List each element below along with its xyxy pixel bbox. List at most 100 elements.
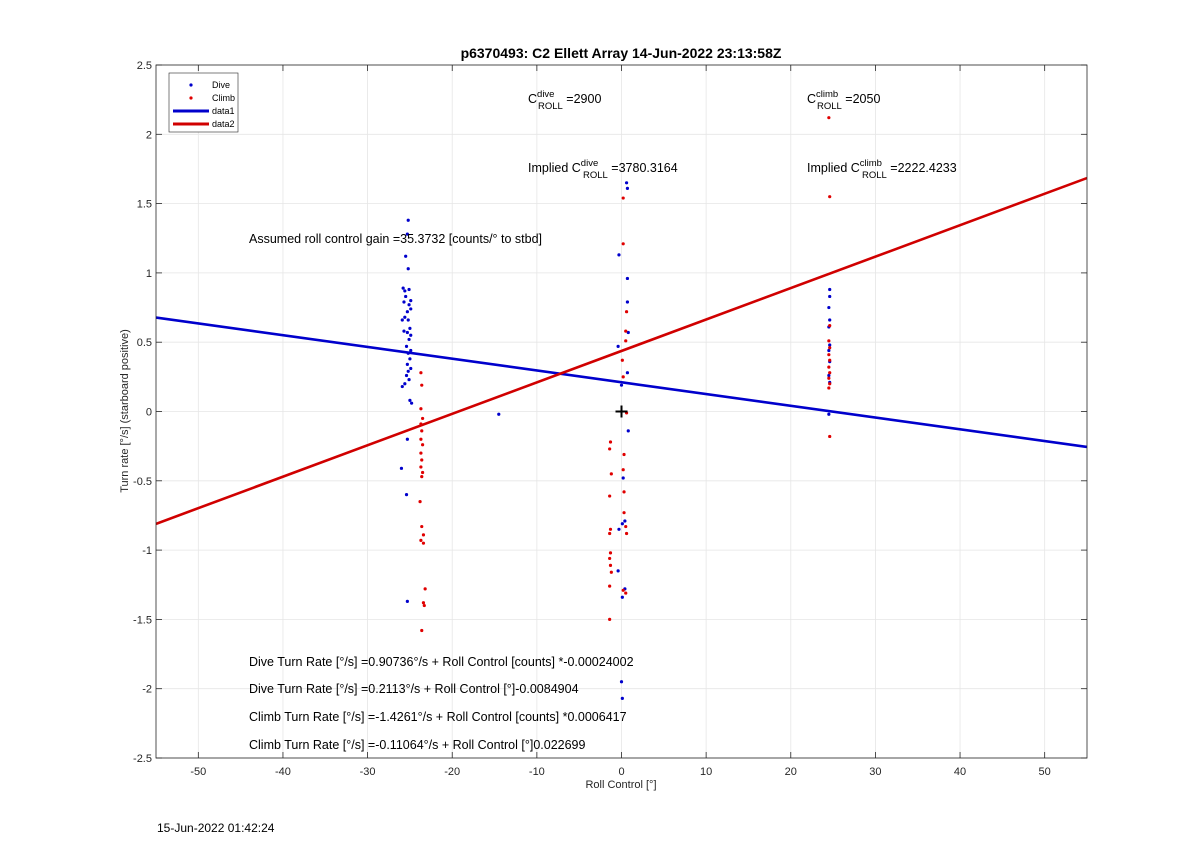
point-dive — [827, 373, 831, 378]
point-dive — [410, 401, 414, 405]
point-climb — [828, 346, 832, 350]
point-dive — [402, 329, 406, 333]
y-axis-label: Turn rate [°/s] (starboard positive) — [119, 329, 131, 493]
point-climb — [827, 365, 831, 369]
point-dive — [828, 318, 832, 322]
y-tick-label: 2 — [146, 129, 152, 141]
point-dive — [625, 371, 630, 375]
legend-data2-label: data2 — [212, 119, 235, 129]
point-dive — [406, 318, 410, 322]
fit-line-data2 — [156, 176, 1087, 526]
annotation-climb-eq-degrees: Climb Turn Rate [°/s] =-0.11064°/s + Rol… — [249, 738, 586, 752]
point-dive — [406, 351, 410, 355]
legend-dive-label: Dive — [212, 80, 230, 90]
point-dive — [624, 181, 629, 185]
point-dive — [616, 569, 620, 573]
point-climb — [419, 407, 423, 411]
point-climb — [624, 531, 629, 536]
point-climb — [421, 533, 426, 537]
y-tick-label: 0.5 — [137, 337, 152, 349]
point-climb — [419, 451, 423, 455]
point-climb — [828, 382, 832, 386]
point-dive — [827, 412, 831, 416]
point-climb — [622, 490, 626, 494]
point-climb — [421, 443, 425, 447]
point-climb — [827, 386, 831, 390]
x-tick-label: -20 — [444, 766, 460, 778]
point-climb — [621, 468, 625, 472]
point-climb — [420, 429, 424, 433]
point-dive — [403, 315, 407, 319]
point-dive — [404, 254, 408, 258]
point-dive — [400, 384, 404, 389]
point-climb — [828, 195, 832, 199]
point-climb — [620, 358, 624, 362]
point-dive — [404, 493, 409, 497]
fit-line-data1 — [156, 316, 1087, 449]
point-climb — [608, 563, 613, 567]
point-climb — [608, 617, 612, 622]
point-dive — [400, 318, 404, 322]
annotation-c-dive: Cdive ROLL =2900 — [528, 89, 601, 112]
point-climb — [608, 494, 612, 498]
point-dive — [828, 294, 832, 299]
point-climb — [420, 524, 424, 529]
data-layer — [156, 116, 1087, 701]
point-climb — [624, 339, 628, 343]
point-dive — [625, 186, 630, 190]
point-dive — [408, 357, 412, 361]
y-tick-label: -1.5 — [133, 614, 152, 626]
point-dive — [828, 343, 832, 347]
point-dive — [617, 253, 621, 257]
point-dive — [626, 429, 630, 433]
legend: Dive Climb data1 data2 — [168, 72, 239, 133]
annotation-dive-eq-counts: Dive Turn Rate [°/s] =0.90736°/s + Roll … — [249, 655, 634, 669]
legend-climb-label: Climb — [212, 93, 235, 103]
annotation-implied-c-climb: Implied Cclimb ROLL =2222.4233 — [807, 158, 957, 181]
point-dive — [407, 303, 411, 307]
point-dive — [407, 337, 411, 342]
point-dive — [409, 348, 413, 353]
point-climb — [420, 628, 424, 633]
x-tick-label: -40 — [275, 766, 291, 778]
point-dive — [827, 305, 831, 310]
point-climb — [419, 437, 423, 441]
point-dive — [408, 398, 412, 403]
point-dive — [620, 595, 624, 599]
point-climb — [421, 601, 426, 605]
point-climb — [420, 383, 424, 387]
point-climb — [608, 584, 612, 588]
point-dive — [409, 366, 413, 371]
point-climb — [608, 531, 612, 536]
point-dive — [619, 680, 624, 684]
point-climb — [827, 339, 831, 343]
point-dive — [626, 330, 630, 335]
annotation-c-climb: Cclimb ROLL =2050 — [807, 89, 880, 112]
point-dive — [403, 382, 407, 386]
x-tick-label: -10 — [529, 766, 545, 778]
point-climb — [621, 375, 625, 379]
y-tick-label: 1.5 — [137, 199, 152, 211]
point-climb — [621, 196, 625, 200]
point-dive — [402, 300, 406, 304]
x-tick-label: -30 — [360, 766, 376, 778]
x-axis-label: Roll Control [°] — [585, 779, 656, 791]
point-climb — [609, 472, 613, 476]
point-climb — [828, 371, 832, 375]
point-dive — [406, 267, 410, 271]
y-tick-label: -2.5 — [133, 753, 152, 765]
legend-climb-marker — [189, 96, 193, 100]
point-climb — [622, 511, 626, 515]
x-tick-label: 40 — [954, 766, 966, 778]
point-climb — [421, 541, 426, 545]
chart-title: p6370493: C2 Ellett Array 14-Jun-2022 23… — [461, 45, 782, 61]
point-dive — [404, 373, 409, 378]
point-climb — [827, 353, 831, 357]
point-climb — [421, 470, 425, 475]
point-dive — [827, 348, 831, 353]
point-climb — [608, 447, 612, 451]
point-dive — [405, 599, 409, 603]
x-tick-label: -50 — [190, 766, 206, 778]
point-dive — [404, 294, 408, 299]
footer-timestamp: 15-Jun-2022 01:42:24 — [157, 821, 275, 835]
